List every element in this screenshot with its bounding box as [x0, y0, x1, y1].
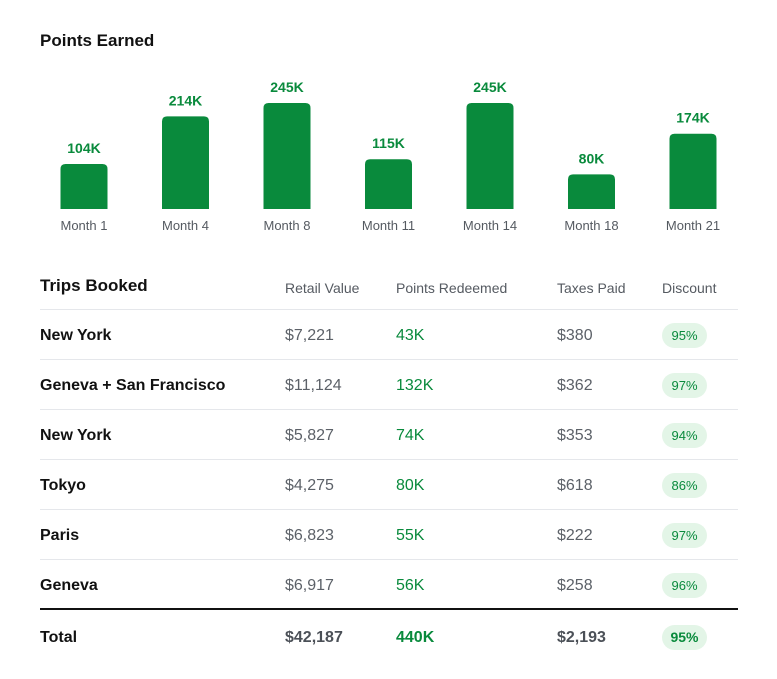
bar-value-label: 104K	[67, 140, 100, 156]
taxes-paid-cell: $258	[557, 577, 593, 594]
total-taxes-paid: $2,193	[557, 629, 606, 646]
bar	[365, 159, 412, 209]
bar	[568, 174, 615, 209]
total-label: Total	[40, 629, 78, 646]
bar-value-label: 80K	[579, 150, 605, 166]
total-discount-badge: 95%	[662, 625, 707, 650]
x-tick-label: Month 14	[463, 218, 517, 233]
x-tick-label: Month 11	[362, 218, 415, 233]
column-header-points-redeemed: Points Redeemed	[396, 280, 508, 296]
points-earned-chart: 104K Month 1 214K Month 4 245K Month 8 115K Mon…	[0, 0, 777, 250]
retail-value-cell: $6,823	[285, 527, 334, 544]
x-tick-label: Month 8	[264, 218, 311, 233]
table-header: Trips Booked Retail Value Points Redeeme…	[40, 268, 738, 310]
bar-value-label: 214K	[169, 92, 202, 108]
table-row: New York $7,221 43K $380 95%	[40, 310, 738, 360]
destination-cell: New York	[40, 327, 112, 344]
bar-value-label: 174K	[676, 110, 709, 126]
taxes-paid-cell: $353	[557, 427, 593, 444]
points-redeemed-cell: 56K	[396, 577, 425, 594]
x-tick-label: Month 21	[666, 218, 720, 233]
taxes-paid-cell: $222	[557, 527, 593, 544]
retail-value-cell: $7,221	[285, 327, 334, 344]
taxes-paid-cell: $380	[557, 327, 593, 344]
total-points-redeemed: 440K	[396, 629, 435, 646]
table-row: Paris $6,823 55K $222 97%	[40, 510, 738, 560]
destination-cell: Tokyo	[40, 477, 86, 494]
points-redeemed-cell: 55K	[396, 527, 425, 544]
discount-badge: 95%	[662, 323, 707, 348]
discount-badge: 97%	[662, 523, 707, 548]
destination-cell: Geneva	[40, 577, 98, 594]
table-title: Trips Booked	[40, 276, 148, 295]
table-row: Geneva $6,917 56K $258 96%	[40, 560, 738, 609]
destination-cell: New York	[40, 427, 112, 444]
retail-value-cell: $4,275	[285, 477, 334, 494]
bar	[466, 103, 514, 209]
destination-cell: Paris	[40, 527, 80, 544]
bar	[263, 103, 311, 209]
retail-value-cell: $5,827	[285, 427, 334, 444]
column-header-taxes-paid: Taxes Paid	[557, 280, 626, 296]
bar-value-label: 115K	[372, 135, 405, 151]
bar-chart-svg: 104K Month 1 214K Month 4 245K Month 8 115K Mon…	[60, 79, 720, 233]
points-redeemed-cell: 74K	[396, 427, 425, 444]
column-header-retail-value: Retail Value	[285, 280, 360, 296]
column-header-discount: Discount	[662, 280, 717, 296]
bar	[669, 133, 717, 209]
discount-badge: 86%	[662, 473, 707, 498]
destination-cell: Geneva + San Francisco	[40, 377, 226, 394]
taxes-paid-cell: $618	[557, 477, 593, 494]
retail-value-cell: $11,124	[285, 377, 342, 394]
table-row: Tokyo $4,275 80K $618 86%	[40, 460, 738, 510]
discount-badge: 96%	[662, 573, 707, 598]
bar	[162, 116, 209, 209]
x-tick-label: Month 18	[564, 218, 618, 233]
retail-value-cell: $6,917	[285, 577, 334, 594]
x-tick-label: Month 4	[162, 218, 209, 233]
points-redeemed-cell: 43K	[396, 327, 425, 344]
table-row: Geneva + San Francisco $11,124 132K $362…	[40, 360, 738, 410]
table-row: New York $5,827 74K $353 94%	[40, 410, 738, 460]
points-redeemed-cell: 80K	[396, 477, 425, 494]
taxes-paid-cell: $362	[557, 377, 593, 394]
discount-badge: 97%	[662, 373, 707, 398]
total-retail-value: $42,187	[285, 629, 343, 646]
chart-title: Points Earned	[40, 31, 155, 50]
trips-table: Trips Booked Retail Value Points Redeeme…	[40, 268, 738, 664]
bar	[60, 164, 108, 209]
bar-value-label: 245K	[270, 79, 303, 95]
bar-value-label: 245K	[473, 79, 506, 95]
points-redeemed-cell: 132K	[396, 377, 434, 394]
total-row: Total $42,187 440K $2,193 95%	[40, 608, 738, 664]
x-tick-label: Month 1	[61, 218, 108, 233]
discount-badge: 94%	[662, 423, 707, 448]
